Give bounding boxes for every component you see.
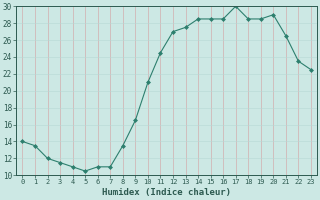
X-axis label: Humidex (Indice chaleur): Humidex (Indice chaleur) [102,188,231,197]
